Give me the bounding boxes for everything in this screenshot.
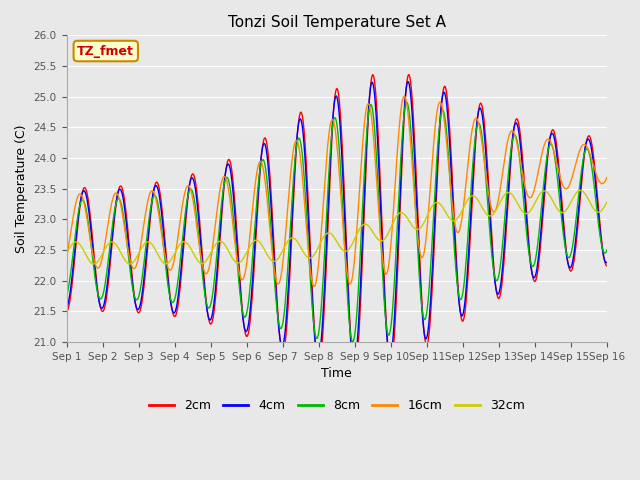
4cm xyxy=(183,202,191,208)
8cm xyxy=(128,281,136,287)
16cm xyxy=(310,284,317,289)
Line: 2cm: 2cm xyxy=(67,74,607,371)
8cm xyxy=(403,100,411,106)
Title: Tonzi Soil Temperature Set A: Tonzi Soil Temperature Set A xyxy=(228,15,445,30)
32cm xyxy=(184,241,191,247)
32cm xyxy=(72,239,80,245)
32cm xyxy=(63,251,70,257)
Legend: 2cm, 4cm, 8cm, 16cm, 32cm: 2cm, 4cm, 8cm, 16cm, 32cm xyxy=(144,394,530,417)
2cm xyxy=(211,297,219,303)
2cm xyxy=(128,271,136,277)
8cm xyxy=(349,339,356,345)
2cm xyxy=(351,368,358,373)
32cm xyxy=(603,199,611,205)
8cm xyxy=(420,315,428,321)
16cm xyxy=(400,93,408,99)
2cm xyxy=(603,263,611,269)
4cm xyxy=(211,288,219,293)
8cm xyxy=(183,199,191,205)
16cm xyxy=(420,252,428,258)
16cm xyxy=(603,175,611,180)
32cm xyxy=(212,241,220,247)
Line: 4cm: 4cm xyxy=(67,82,607,363)
8cm xyxy=(603,247,611,253)
8cm xyxy=(72,224,80,229)
8cm xyxy=(404,101,412,107)
32cm xyxy=(419,222,427,228)
2cm xyxy=(420,323,428,329)
8cm xyxy=(63,293,70,299)
32cm xyxy=(403,215,411,220)
16cm xyxy=(72,198,80,204)
16cm xyxy=(404,109,412,115)
Y-axis label: Soil Temperature (C): Soil Temperature (C) xyxy=(15,124,28,253)
4cm xyxy=(72,232,80,238)
X-axis label: Time: Time xyxy=(321,367,352,380)
16cm xyxy=(128,263,136,269)
Line: 8cm: 8cm xyxy=(67,103,607,342)
2cm xyxy=(404,72,412,77)
4cm xyxy=(128,276,136,282)
Line: 16cm: 16cm xyxy=(67,96,607,287)
32cm xyxy=(577,187,584,193)
4cm xyxy=(404,79,412,84)
2cm xyxy=(72,239,80,244)
4cm xyxy=(603,259,611,265)
16cm xyxy=(63,254,70,260)
8cm xyxy=(211,267,219,273)
Text: TZ_fmet: TZ_fmet xyxy=(77,45,134,58)
32cm xyxy=(90,261,97,267)
16cm xyxy=(183,184,191,190)
2cm xyxy=(403,78,411,84)
32cm xyxy=(129,260,136,265)
4cm xyxy=(403,81,411,86)
Line: 32cm: 32cm xyxy=(67,190,607,264)
4cm xyxy=(63,305,70,311)
4cm xyxy=(420,325,428,331)
16cm xyxy=(211,222,219,228)
2cm xyxy=(63,308,70,314)
4cm xyxy=(351,360,358,366)
2cm xyxy=(183,207,191,213)
